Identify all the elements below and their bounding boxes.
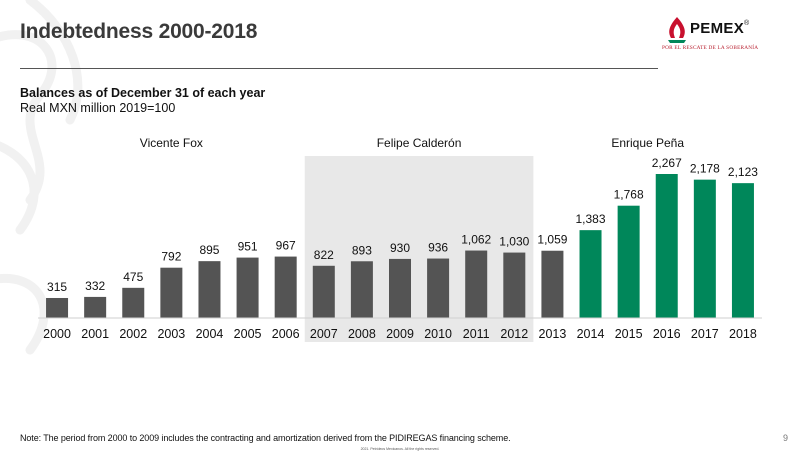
- x-tick-label: 2011: [463, 327, 490, 341]
- period-shade: [304, 156, 534, 342]
- x-tick-label: 2016: [653, 327, 681, 341]
- data-label: 1,383: [576, 212, 606, 226]
- x-tick-label: 2006: [272, 327, 300, 341]
- data-label: 2,123: [728, 165, 758, 179]
- bar: [503, 252, 526, 318]
- period-label: Enrique Peña: [611, 136, 684, 150]
- bar: [579, 230, 602, 318]
- x-tick-label: 2003: [157, 327, 185, 341]
- period-label: Vicente Fox: [140, 136, 203, 150]
- data-label: 1,030: [499, 235, 529, 249]
- x-tick-label: 2018: [729, 327, 757, 341]
- copyright-notice: 2021. Petróleos Mexicanos. All the right…: [360, 447, 440, 451]
- data-label: 895: [199, 243, 219, 257]
- data-label: 967: [276, 239, 296, 253]
- data-label: 2,178: [690, 162, 720, 176]
- bar: [274, 256, 297, 318]
- bar: [122, 287, 145, 318]
- x-tick-label: 2007: [310, 327, 338, 341]
- data-label: 1,062: [461, 233, 491, 247]
- data-label: 822: [314, 248, 334, 262]
- data-label: 2,267: [652, 156, 682, 170]
- bar: [46, 297, 69, 318]
- slide-title: Indebtedness 2000-2018: [20, 20, 258, 43]
- footnote: Note: The period from 2000 to 2009 inclu…: [20, 433, 511, 443]
- bar: [617, 205, 640, 318]
- x-tick-label: 2002: [119, 327, 147, 341]
- registered-mark: ®: [744, 20, 750, 27]
- bar: [236, 257, 259, 318]
- data-label: 951: [238, 240, 258, 254]
- unit-label: Real MXN million 2019=100: [20, 101, 176, 115]
- data-label: 936: [428, 241, 448, 255]
- bar: [541, 250, 564, 318]
- data-label: 1,768: [614, 188, 644, 202]
- x-tick-label: 2009: [386, 327, 414, 341]
- logo-tagline: POR EL RESCATE DE LA SOBERANÍA: [662, 45, 759, 51]
- x-tick-label: 2005: [234, 327, 262, 341]
- data-label: 475: [123, 270, 143, 284]
- flame-icon: [668, 17, 686, 43]
- x-tick-label: 2004: [196, 327, 224, 341]
- bar: [160, 267, 183, 318]
- data-label: 1,059: [537, 233, 567, 247]
- bar: [465, 250, 488, 318]
- period-label: Felipe Calderón: [377, 136, 462, 150]
- x-tick-label: 2012: [500, 327, 528, 341]
- bar: [84, 296, 107, 318]
- x-tick-label: 2008: [348, 327, 376, 341]
- logo-wordmark: PEMEX: [690, 20, 745, 37]
- x-tick-label: 2013: [539, 327, 567, 341]
- bar: [427, 258, 450, 318]
- bar: [350, 261, 373, 318]
- chart-subtitle: Balances as of December 31 of each year: [20, 86, 266, 100]
- bar: [198, 261, 221, 318]
- data-label: 315: [47, 280, 67, 294]
- x-tick-label: 2015: [615, 327, 643, 341]
- x-tick-label: 2014: [577, 327, 605, 341]
- data-label: 332: [85, 279, 105, 293]
- x-tick-label: 2001: [81, 327, 109, 341]
- pemex-logo: PEMEX® POR EL RESCATE DE LA SOBERANÍA: [658, 14, 792, 58]
- data-label: 930: [390, 241, 410, 255]
- x-tick-label: 2017: [691, 327, 719, 341]
- data-label: 893: [352, 243, 372, 257]
- bar: [312, 265, 335, 318]
- title-divider: [20, 68, 658, 69]
- page-number: 9: [782, 433, 788, 443]
- bar: [655, 174, 678, 318]
- x-tick-label: 2000: [43, 327, 71, 341]
- bar: [693, 179, 716, 318]
- bar: [731, 183, 754, 318]
- data-label: 792: [161, 250, 181, 264]
- x-tick-label: 2010: [424, 327, 452, 341]
- bar: [389, 258, 411, 318]
